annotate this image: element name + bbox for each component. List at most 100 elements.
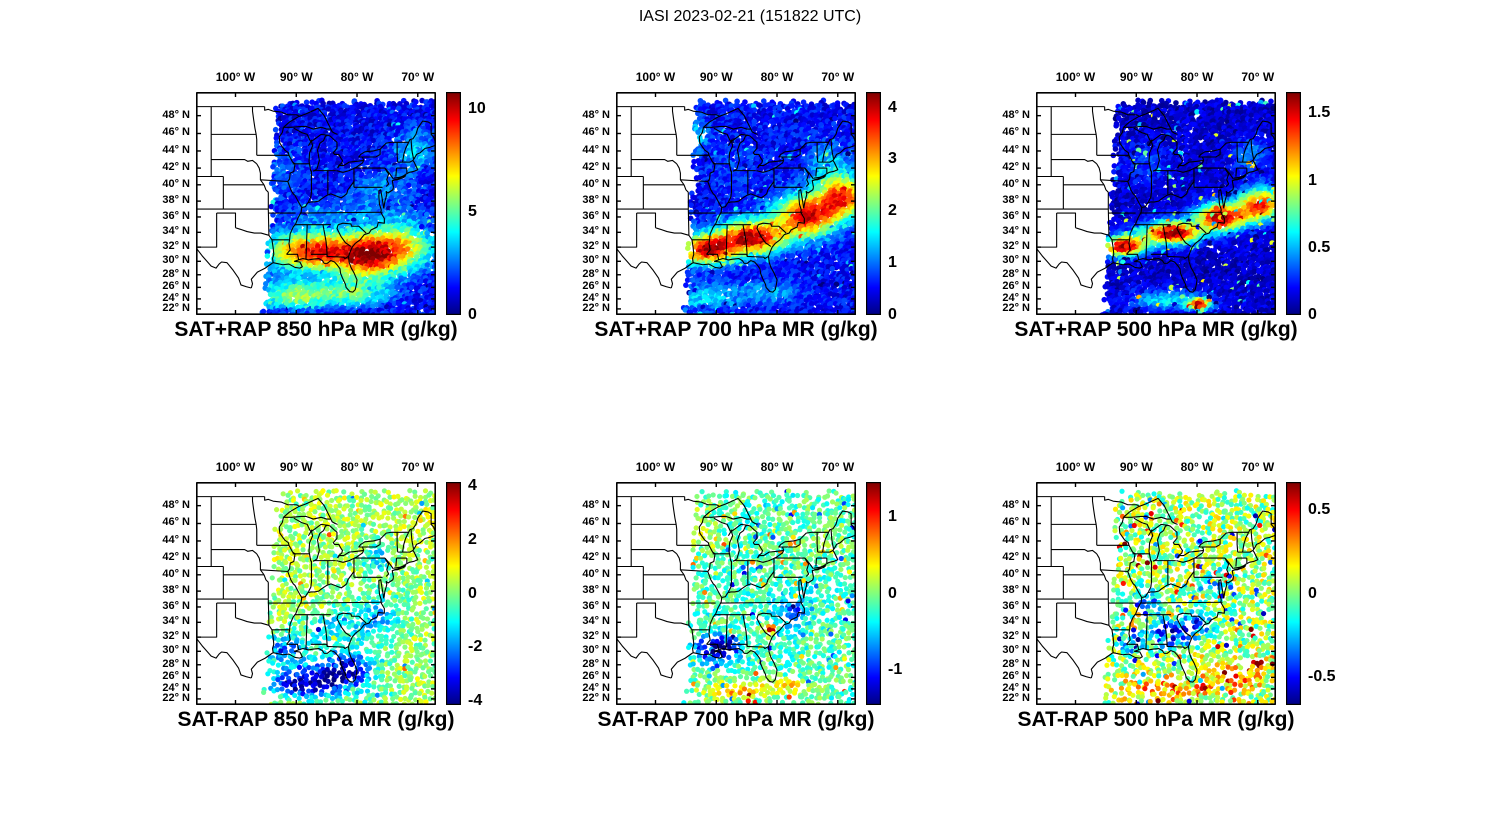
y-tick-label: 28° N	[582, 267, 610, 280]
map-canvas-sat-plus-rap-850	[196, 92, 436, 315]
colorbar-tick-label: 0	[1308, 584, 1317, 602]
y-tick-label: 44° N	[1002, 533, 1030, 546]
colorbar-tick-label: 5	[468, 202, 477, 220]
panel-sat-minus-rap-850: 100° W 90° W 80° W 70° W 48° N 46° N 44° N 42° …	[136, 442, 536, 754]
y-tick-label: 48° N	[582, 108, 610, 121]
panel-sat-plus-rap-850: 100° W 90° W 80° W 70° W 48° N 46° N 44° N 42° …	[136, 52, 536, 364]
y-tick-label: 44° N	[582, 533, 610, 546]
x-tick-label: 80° W	[1180, 460, 1214, 474]
x-tick-label: 80° W	[340, 70, 374, 84]
y-tick-label: 26° N	[162, 670, 190, 683]
colorbar-tick-label: 0	[1308, 306, 1317, 323]
y-tick-label: 32° N	[162, 240, 190, 253]
y-tick-label: 38° N	[582, 584, 610, 597]
x-tick-label: 100° W	[635, 70, 676, 84]
y-tick-label: 36° N	[162, 599, 190, 612]
x-tick-label: 70° W	[401, 460, 435, 474]
y-tick-label: 38° N	[582, 194, 610, 207]
y-tick-label: 30° N	[162, 254, 190, 267]
y-tick-label: 38° N	[1002, 584, 1030, 597]
map-canvas-sat-minus-rap-700	[616, 482, 856, 705]
x-tick-label: 70° W	[1241, 460, 1275, 474]
y-tick-label: 28° N	[1002, 267, 1030, 280]
x-tick-label: 90° W	[699, 460, 733, 474]
y-tick-label: 32° N	[162, 630, 190, 643]
x-tick-label: 100° W	[635, 460, 676, 474]
panel-caption-sat-plus-rap-500: SAT+RAP 500 hPa MR (g/kg)	[1014, 318, 1298, 341]
y-tick-label: 42° N	[582, 551, 610, 564]
y-tick-label: 30° N	[582, 254, 610, 267]
y-tick-label: 36° N	[162, 209, 190, 222]
y-tick-label: 24° N	[1002, 291, 1030, 304]
y-tick-label: 34° N	[582, 615, 610, 628]
colorbar-tick-label: 0	[468, 306, 477, 323]
y-tick-label: 48° N	[582, 498, 610, 511]
y-tick-label: 28° N	[1002, 657, 1030, 670]
y-tick-label: 22° N	[582, 691, 610, 704]
colorbar-tick-label: 1	[888, 254, 897, 272]
colorbar-tick-label: 4	[468, 477, 477, 495]
y-tick-label: 36° N	[582, 209, 610, 222]
x-tick-label: 70° W	[1241, 70, 1275, 84]
panel-caption-sat-minus-rap-700: SAT-RAP 700 hPa MR (g/kg)	[597, 708, 875, 731]
panel-caption-sat-minus-rap-500: SAT-RAP 500 hPa MR (g/kg)	[1017, 708, 1295, 731]
colorbar-tick-label: 0	[468, 584, 477, 602]
y-tick-label: 48° N	[1002, 498, 1030, 511]
y-tick-label: 36° N	[1002, 209, 1030, 222]
x-tick-label: 90° W	[1119, 70, 1153, 84]
y-tick-label: 40° N	[582, 177, 610, 190]
y-tick-label: 40° N	[1002, 567, 1030, 580]
colorbar-tick-label: 3	[888, 150, 897, 168]
colorbar-tick-label: 4	[888, 98, 897, 116]
panel-caption-sat-plus-rap-700: SAT+RAP 700 hPa MR (g/kg)	[594, 318, 878, 341]
panel-sat-minus-rap-700: 100° W 90° W 80° W 70° W 48° N 46° N 44° N 42° …	[556, 442, 956, 754]
panel-sat-plus-rap-700: 100° W 90° W 80° W 70° W 48° N 46° N 44° N 42° …	[556, 52, 956, 364]
y-tick-label: 40° N	[582, 567, 610, 580]
colorbar-sat-plus-rap-700	[866, 92, 881, 315]
y-tick-label: 46° N	[1002, 126, 1030, 139]
y-tick-label: 28° N	[582, 657, 610, 670]
x-tick-label: 90° W	[1119, 460, 1153, 474]
y-tick-label: 40° N	[162, 177, 190, 190]
colorbar-tick-label: 10	[468, 99, 486, 117]
y-tick-label: 34° N	[162, 615, 190, 628]
y-tick-label: 34° N	[1002, 615, 1030, 628]
y-tick-label: 26° N	[162, 280, 190, 293]
y-tick-label: 40° N	[162, 567, 190, 580]
y-tick-label: 34° N	[1002, 225, 1030, 238]
colorbar-tick-label: 2	[888, 202, 897, 220]
y-tick-label: 26° N	[582, 280, 610, 293]
x-tick-label: 90° W	[699, 70, 733, 84]
y-tick-label: 46° N	[1002, 516, 1030, 529]
y-tick-label: 36° N	[1002, 599, 1030, 612]
y-tick-label: 42° N	[162, 161, 190, 174]
y-tick-label: 26° N	[1002, 670, 1030, 683]
y-tick-label: 22° N	[162, 301, 190, 314]
y-tick-label: 36° N	[582, 599, 610, 612]
colorbar-tick-label: 1.5	[1308, 104, 1331, 122]
x-tick-label: 80° W	[340, 460, 374, 474]
colorbar-sat-plus-rap-500	[1286, 92, 1301, 315]
y-tick-label: 22° N	[162, 691, 190, 704]
y-tick-label: 44° N	[162, 533, 190, 546]
colorbar-tick-label: 1	[1308, 171, 1317, 189]
y-tick-label: 30° N	[1002, 644, 1030, 657]
map-canvas-sat-minus-rap-850	[196, 482, 436, 705]
y-tick-label: 44° N	[162, 143, 190, 156]
x-tick-label: 80° W	[760, 70, 794, 84]
y-tick-label: 42° N	[1002, 161, 1030, 174]
y-tick-label: 46° N	[582, 126, 610, 139]
x-tick-label: 70° W	[821, 70, 855, 84]
panel-sat-plus-rap-500: 100° W 90° W 80° W 70° W 48° N 46° N 44° N 42° …	[976, 52, 1376, 364]
colorbar-tick-label: -2	[468, 638, 483, 656]
y-tick-label: 24° N	[162, 291, 190, 304]
y-tick-label: 22° N	[1002, 301, 1030, 314]
y-tick-label: 42° N	[582, 161, 610, 174]
panel-caption-sat-minus-rap-850: SAT-RAP 850 hPa MR (g/kg)	[177, 708, 455, 731]
y-tick-label: 24° N	[582, 681, 610, 694]
colorbar-tick-label: 1	[888, 507, 897, 525]
y-tick-label: 38° N	[1002, 194, 1030, 207]
colorbar-tick-label: 2	[468, 530, 477, 548]
y-tick-label: 22° N	[582, 301, 610, 314]
y-tick-label: 46° N	[582, 516, 610, 529]
